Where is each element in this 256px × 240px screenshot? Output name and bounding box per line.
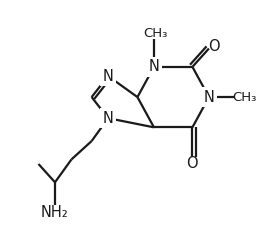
Text: N: N: [148, 59, 159, 74]
Text: N: N: [204, 90, 214, 105]
Text: CH₃: CH₃: [232, 90, 256, 104]
Text: O: O: [187, 156, 198, 172]
Text: CH₃: CH₃: [144, 27, 168, 40]
Text: NH₂: NH₂: [41, 205, 69, 220]
Text: N: N: [103, 68, 114, 84]
Text: O: O: [208, 39, 219, 54]
Text: N: N: [103, 111, 114, 126]
